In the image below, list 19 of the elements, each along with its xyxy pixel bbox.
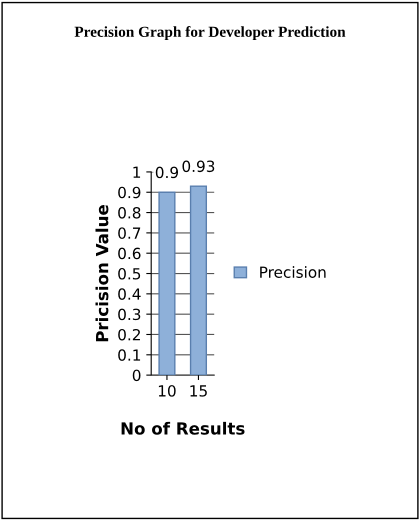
y-tick-label: 0.2 bbox=[118, 328, 140, 341]
x-axis-title: No of Results bbox=[122, 422, 245, 435]
data-label: 0.93 bbox=[182, 160, 214, 172]
y-tick-label: 0.3 bbox=[118, 308, 140, 320]
y-tick-label: 0.9 bbox=[118, 186, 140, 198]
y-tick-label: 0 bbox=[132, 370, 140, 382]
y-tick-label: 1 bbox=[133, 166, 140, 178]
x-tick-label: 10 bbox=[158, 385, 176, 397]
y-axis-title: Pricision Value bbox=[95, 205, 108, 342]
legend-label: Precision bbox=[260, 266, 326, 278]
data-label: 0.9 bbox=[156, 166, 178, 178]
y-tick-label: 0.8 bbox=[118, 207, 140, 219]
y-tick-label: 0.1 bbox=[118, 349, 140, 361]
y-tick-label: 0.6 bbox=[118, 248, 141, 260]
chart-title: Precision Graph for Developer Prediction bbox=[74, 26, 346, 40]
y-tick-label: 0.7 bbox=[118, 227, 140, 239]
y-tick-label: 0.4 bbox=[118, 288, 141, 300]
x-tick-label: 15 bbox=[190, 385, 207, 397]
y-tick-label: 0.5 bbox=[118, 268, 140, 280]
